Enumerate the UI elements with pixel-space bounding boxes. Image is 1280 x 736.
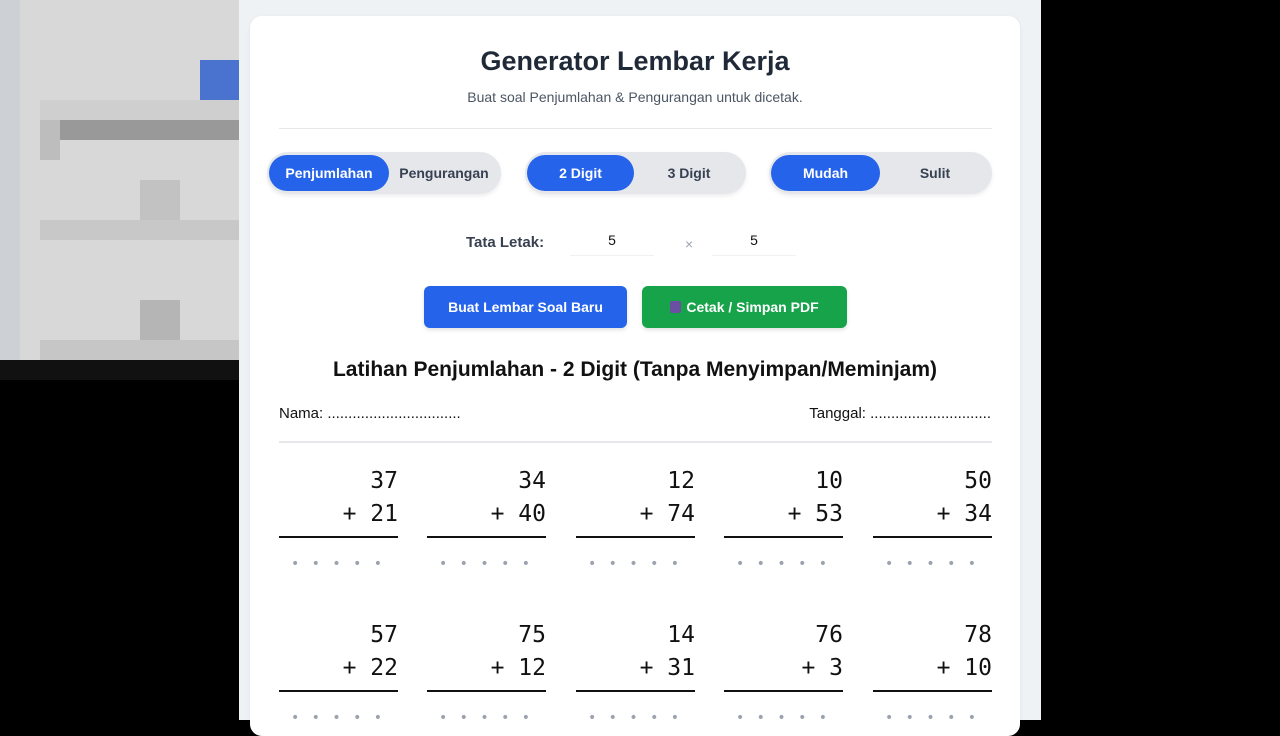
operand-bottom: + 53 (787, 501, 843, 527)
difficulty-toggle: Mudah Sulit (769, 152, 992, 194)
name-field-label: Nama: ................................ (279, 405, 461, 422)
answer-placeholder[interactable]: • • • • • (735, 710, 832, 726)
print-button-label: Cetak / Simpan PDF (686, 299, 819, 315)
operand-bottom: + 34 (936, 501, 992, 527)
sum-line (724, 536, 843, 538)
operand-bottom: + 12 (490, 655, 546, 681)
print-button[interactable]: Cetak / Simpan PDF (642, 286, 847, 328)
digits-option-2[interactable]: 2 Digit (527, 155, 634, 191)
answer-placeholder[interactable]: • • • • • (884, 710, 981, 726)
problem: 57 + 22 • • • • • (279, 619, 398, 726)
cols-input[interactable]: 5 (712, 232, 796, 256)
blurred-background-window (0, 0, 239, 380)
times-separator: × (685, 236, 694, 252)
operation-option-addition[interactable]: Penjumlahan (269, 155, 389, 191)
printer-icon (670, 301, 682, 313)
sum-line (427, 536, 546, 538)
problem: 14 + 31 • • • • • (576, 619, 695, 726)
worksheet-generator-card: Generator Lembar Kerja Buat soal Penjuml… (250, 16, 1020, 736)
answer-placeholder[interactable]: • • • • • (290, 710, 387, 726)
worksheet-divider (279, 441, 992, 443)
problem: 12 + 74 • • • • • (576, 465, 695, 572)
operation-option-subtraction[interactable]: Pengurangan (399, 165, 489, 181)
operand-bottom: + 40 (490, 501, 546, 527)
worksheet-title: Latihan Penjumlahan - 2 Digit (Tanpa Men… (332, 358, 938, 381)
problem: 34 + 40 • • • • • (427, 465, 546, 572)
digits-option-3[interactable]: 3 Digit (667, 165, 711, 181)
operand-bottom: + 74 (639, 501, 695, 527)
operand-bottom: + 3 (801, 655, 843, 681)
operand-top: 34 (518, 468, 546, 494)
sum-line (873, 690, 992, 692)
divider (279, 128, 992, 129)
operand-bottom: + 21 (342, 501, 398, 527)
page-title: Generator Lembar Kerja (480, 46, 790, 76)
operand-bottom: + 10 (936, 655, 992, 681)
problem: 37 + 21 • • • • • (279, 465, 398, 572)
difficulty-option-easy[interactable]: Mudah (771, 155, 880, 191)
sum-line (279, 536, 398, 538)
operation-toggle: Penjumlahan Pengurangan (267, 152, 501, 194)
problem: 50 + 34 • • • • • (873, 465, 992, 572)
answer-placeholder[interactable]: • • • • • (438, 710, 535, 726)
operand-top: 78 (964, 622, 992, 648)
sum-line (724, 690, 843, 692)
operand-top: 75 (518, 622, 546, 648)
operand-top: 10 (815, 468, 843, 494)
problem: 75 + 12 • • • • • (427, 619, 546, 726)
operand-bottom: + 31 (639, 655, 695, 681)
operand-top: 14 (667, 622, 695, 648)
answer-placeholder[interactable]: • • • • • (587, 556, 684, 572)
digits-toggle: 2 Digit 3 Digit (525, 152, 746, 194)
sum-line (576, 536, 695, 538)
problem: 76 + 3 • • • • • (724, 619, 843, 726)
sum-line (279, 690, 398, 692)
app-page: Generator Lembar Kerja Buat soal Penjuml… (239, 0, 1041, 736)
operand-top: 76 (815, 622, 843, 648)
sum-line (576, 690, 695, 692)
operand-top: 57 (370, 622, 398, 648)
operand-top: 50 (964, 468, 992, 494)
problem: 10 + 53 • • • • • (724, 465, 843, 572)
answer-placeholder[interactable]: • • • • • (290, 556, 387, 572)
answer-placeholder[interactable]: • • • • • (884, 556, 981, 572)
operand-top: 12 (667, 468, 695, 494)
answer-placeholder[interactable]: • • • • • (438, 556, 535, 572)
generate-button[interactable]: Buat Lembar Soal Baru (424, 286, 627, 328)
answer-placeholder[interactable]: • • • • • (735, 556, 832, 572)
layout-label: Tata Letak: (466, 234, 545, 251)
answer-placeholder[interactable]: • • • • • (587, 710, 684, 726)
page-subtitle: Buat soal Penjumlahan & Pengurangan untu… (467, 89, 803, 105)
operand-top: 37 (370, 468, 398, 494)
problem: 78 + 10 • • • • • (873, 619, 992, 726)
sum-line (873, 536, 992, 538)
difficulty-option-hard[interactable]: Sulit (919, 165, 951, 181)
date-field-label: Tanggal: ............................. (809, 405, 991, 422)
rows-input[interactable]: 5 (570, 232, 654, 256)
operand-bottom: + 22 (342, 655, 398, 681)
sum-line (427, 690, 546, 692)
